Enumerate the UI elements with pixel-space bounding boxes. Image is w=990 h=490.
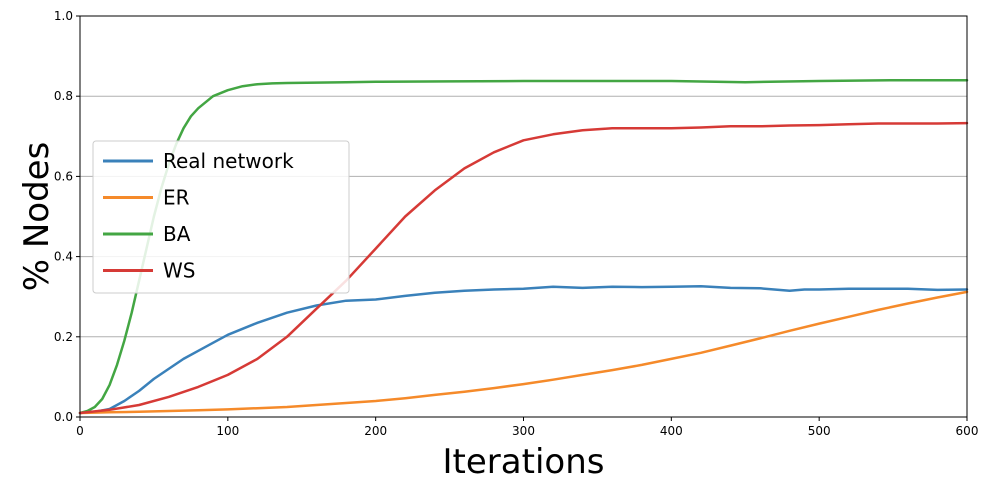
x-tick-label: 300	[512, 424, 535, 438]
legend-box	[92, 140, 350, 294]
x-axis-ticks: 0 100 200 300 400 500 600	[76, 417, 978, 438]
y-tick-label: 0.8	[54, 89, 73, 103]
legend: Real network ER BA WS	[92, 140, 350, 294]
x-tick-label: 400	[660, 424, 683, 438]
series-lines	[78, 78, 969, 415]
x-axis-title: Iterations	[443, 442, 605, 482]
y-tick-label: 1.0	[54, 9, 73, 23]
x-tick-label: 500	[808, 424, 831, 438]
x-tick-label: 200	[364, 424, 387, 438]
legend-label-er: ER	[163, 186, 190, 210]
y-axis-ticks: 0.0 0.2 0.4 0.6 0.8 1.0	[54, 9, 80, 424]
series-line-er	[78, 290, 969, 415]
y-tick-label: 0.4	[54, 250, 73, 264]
y-axis-title: % Nodes	[17, 142, 57, 292]
series-line-ws	[78, 121, 969, 415]
legend-label-ws: WS	[163, 259, 195, 283]
x-tick-label: 0	[76, 424, 84, 438]
y-tick-label: 0.2	[54, 330, 73, 344]
y-tick-label: 0.6	[54, 169, 73, 183]
series-line-real-network	[78, 285, 969, 415]
y-tick-label: 0.0	[54, 410, 73, 424]
x-tick-label: 100	[216, 424, 239, 438]
legend-label-ba: BA	[163, 222, 191, 246]
x-tick-label: 600	[956, 424, 979, 438]
legend-label-real-network: Real network	[163, 149, 294, 173]
series-line-ba	[78, 78, 969, 415]
